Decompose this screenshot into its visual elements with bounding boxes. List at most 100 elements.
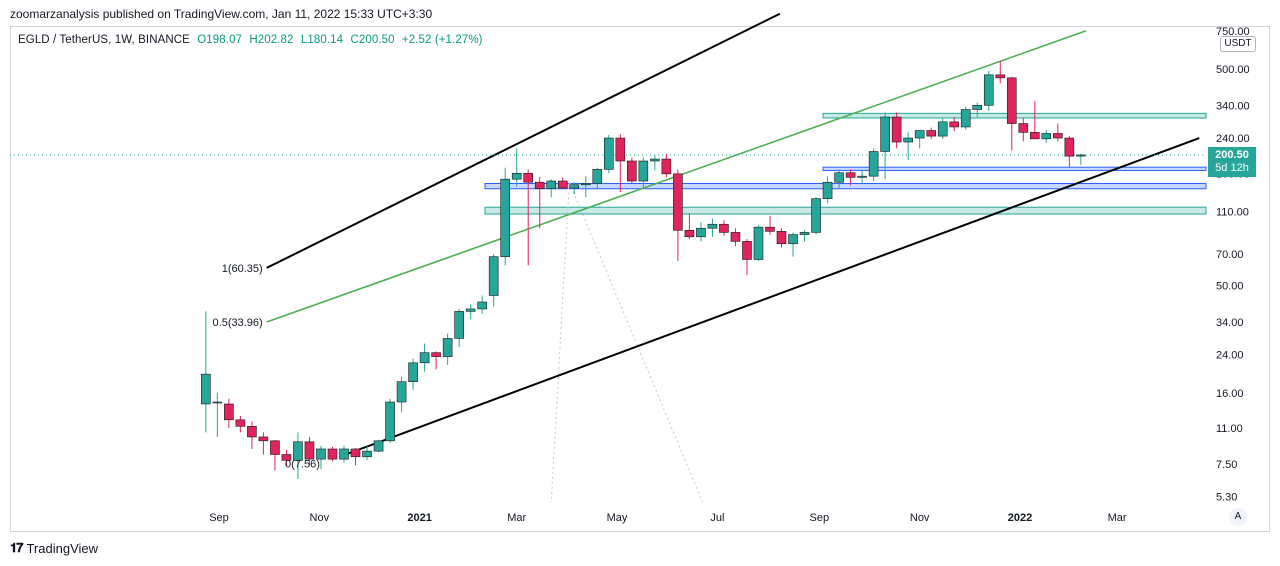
footer-brand: TradingView (26, 540, 99, 556)
candle-body (604, 137, 614, 170)
candle (834, 169, 844, 189)
time-tick-label: Mar (507, 512, 526, 524)
candle-body (396, 381, 407, 403)
time-tick-label: 2021 (407, 512, 431, 524)
candle (799, 230, 810, 242)
candle-body (316, 448, 326, 460)
candle (627, 157, 637, 184)
candle (822, 176, 833, 204)
candle (696, 222, 706, 242)
candle (488, 253, 499, 307)
candle-body (592, 169, 603, 184)
candle-body (661, 158, 672, 175)
candle (1041, 129, 1052, 143)
candle-body (293, 441, 303, 461)
time-tick-label: 2022 (1008, 512, 1032, 524)
tradingview-logo-icon: 𝟏𝟕 (10, 540, 24, 555)
candle (1006, 76, 1017, 151)
candle (235, 415, 246, 433)
candle (224, 398, 234, 428)
candle (995, 60, 1006, 84)
fib-level-label: 0.5(33.96) (213, 317, 263, 329)
price-axis: 5.30 7.50 11.00 16.00 24.00 34.00 50.00 70.00 11… (1216, 26, 1250, 504)
channel-lower-line (345, 137, 1200, 456)
candle (811, 197, 821, 235)
candle-body (650, 158, 660, 162)
candle (201, 311, 211, 433)
price-tick-label: 24.00 (1216, 350, 1244, 362)
close-value: C200.50 (350, 34, 395, 46)
candle (258, 432, 269, 455)
candle (903, 132, 913, 161)
candle-body (949, 121, 960, 128)
candle-body (339, 448, 349, 460)
candle-body (960, 109, 971, 128)
candle-body (350, 448, 361, 458)
candle (350, 447, 361, 466)
candle-body (1018, 123, 1029, 133)
candle-body (696, 227, 706, 238)
candle (719, 220, 729, 236)
candle-body (776, 231, 787, 245)
candle (304, 436, 315, 466)
time-tick-label: Nov (310, 512, 330, 524)
time-axis: Sep Nov 2021 Mar May Jul Sep Nov 2022 Mar (209, 512, 1127, 524)
time-tick-label: Sep (810, 512, 830, 524)
candle (753, 225, 764, 261)
candle-body (500, 178, 510, 257)
candle (730, 228, 741, 247)
candle-body (431, 352, 441, 357)
candle-body (419, 352, 430, 364)
candle-body (557, 180, 568, 189)
footer: 𝟏𝟕 TradingView (10, 540, 98, 556)
candle-body (465, 308, 476, 312)
candle-body (684, 229, 695, 238)
candle-body (615, 137, 626, 162)
price-tick-label: 34.00 (1216, 317, 1244, 329)
candle-body (224, 403, 234, 421)
candle-body (362, 450, 372, 458)
candle-body (730, 232, 741, 242)
bar-countdown: 5d 12h (1215, 162, 1249, 174)
open-value: O198.07 (197, 34, 243, 46)
candle-body (707, 223, 718, 229)
candle-body (937, 121, 948, 137)
price-tick-label: 50.00 (1216, 281, 1244, 293)
candle (373, 439, 384, 453)
high-value: H202.82 (249, 34, 294, 46)
time-tick-label: Jul (710, 512, 724, 524)
price-tick-label: 16.00 (1216, 388, 1244, 400)
candle (707, 218, 718, 237)
candle (396, 376, 407, 413)
candle (661, 153, 672, 178)
candle (293, 432, 303, 479)
candle-body (247, 426, 257, 438)
currency-unit-badge[interactable]: USDT (1220, 36, 1256, 52)
candle (857, 169, 867, 184)
candle-body (235, 419, 246, 427)
candle (638, 157, 649, 189)
candle (684, 213, 695, 240)
candle (339, 445, 349, 463)
candle (960, 106, 971, 130)
candle-body (281, 454, 292, 461)
auto-scale-button[interactable]: A (1229, 508, 1247, 526)
candle-body (638, 160, 649, 182)
price-tick-label: 5.30 (1216, 492, 1237, 504)
candle (868, 148, 879, 181)
candle-body (983, 74, 994, 106)
candle (983, 70, 994, 111)
candle (316, 445, 326, 470)
candle-body (1053, 133, 1063, 139)
time-tick-label: Mar (1108, 512, 1127, 524)
candle-body (834, 172, 844, 183)
candle (454, 308, 464, 348)
candle (788, 232, 798, 257)
candle-body (1041, 133, 1052, 140)
symbol-label: EGLD / TetherUS, 1W, BINANCE (18, 34, 190, 46)
candle (765, 215, 775, 235)
candle (937, 118, 948, 139)
candle-body (822, 181, 833, 199)
price-tick-label: 750.00 (1216, 26, 1250, 38)
